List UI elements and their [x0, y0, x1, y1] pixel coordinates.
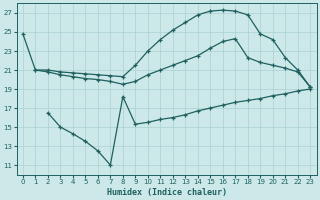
X-axis label: Humidex (Indice chaleur): Humidex (Indice chaleur): [107, 188, 227, 197]
